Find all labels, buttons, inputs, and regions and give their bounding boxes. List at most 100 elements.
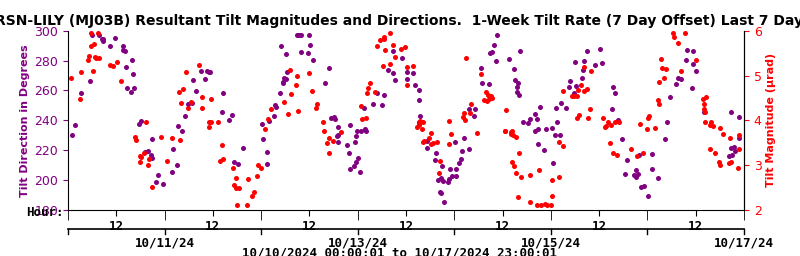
Point <box>261 162 274 166</box>
Point <box>732 166 745 170</box>
Point <box>725 146 738 150</box>
Point <box>138 151 150 155</box>
Point <box>602 120 615 124</box>
Point <box>202 125 215 129</box>
Point <box>630 175 642 179</box>
Point <box>508 78 521 82</box>
Point <box>409 83 422 87</box>
Point <box>362 86 374 90</box>
Point <box>523 173 536 177</box>
Point <box>667 35 680 39</box>
Point <box>349 140 362 144</box>
Point <box>714 126 726 131</box>
Point <box>302 51 314 55</box>
Point <box>598 125 611 129</box>
Point <box>581 116 594 120</box>
Point <box>550 106 562 110</box>
Point <box>658 137 671 141</box>
Point <box>414 114 427 118</box>
Point <box>150 180 163 184</box>
Point <box>157 182 170 186</box>
Point <box>446 174 458 178</box>
Point <box>406 64 419 68</box>
Point <box>410 124 423 129</box>
Point <box>82 54 95 58</box>
Point <box>698 110 711 114</box>
Point <box>398 45 411 49</box>
Point <box>323 135 336 140</box>
Point <box>306 58 319 62</box>
Point <box>483 82 496 86</box>
Point <box>578 65 590 69</box>
Y-axis label: Tilt Direction in Degrees: Tilt Direction in Degrees <box>20 44 30 197</box>
Point <box>698 102 710 106</box>
Point <box>725 110 738 114</box>
Text: 10/13/24: 10/13/24 <box>328 236 388 249</box>
Point <box>69 123 82 127</box>
Point <box>388 78 401 82</box>
Point <box>348 164 361 168</box>
Text: Hour:: Hour: <box>26 206 64 219</box>
Point <box>304 43 317 47</box>
Point <box>378 48 391 52</box>
Point <box>578 59 590 63</box>
Point <box>442 119 455 123</box>
Point <box>552 140 565 144</box>
Text: 10/11/24: 10/11/24 <box>134 236 194 249</box>
Point <box>705 120 718 124</box>
Point <box>584 107 597 111</box>
Point <box>90 56 102 60</box>
Point <box>709 151 722 155</box>
Point <box>294 33 307 37</box>
Point <box>256 137 269 141</box>
Point <box>568 90 581 94</box>
Point <box>329 117 342 121</box>
Point <box>416 126 429 131</box>
Point <box>549 133 562 137</box>
Point <box>294 33 306 37</box>
Point <box>290 83 302 87</box>
Point <box>652 176 665 180</box>
Point <box>613 120 626 124</box>
Point <box>201 69 214 73</box>
Point <box>674 69 687 73</box>
Point <box>687 49 700 54</box>
Point <box>569 60 582 65</box>
Point <box>268 114 281 118</box>
Point <box>291 109 304 113</box>
Point <box>378 37 390 41</box>
Point <box>462 106 475 111</box>
Point <box>675 77 688 81</box>
Point <box>550 120 563 124</box>
Point <box>646 152 658 156</box>
Point <box>485 50 498 54</box>
Point <box>86 33 98 37</box>
Point <box>134 119 147 123</box>
Point <box>491 33 504 37</box>
Point <box>160 159 173 163</box>
Point <box>332 125 345 129</box>
Point <box>652 80 665 84</box>
Point <box>728 149 741 153</box>
Point <box>216 110 229 114</box>
Point <box>237 145 250 150</box>
Point <box>576 76 589 80</box>
Y-axis label: Tilt Magnitude (μrad): Tilt Magnitude (μrad) <box>766 53 776 187</box>
Point <box>605 123 618 127</box>
Point <box>547 161 560 165</box>
Point <box>704 146 717 151</box>
Point <box>637 151 650 155</box>
Point <box>484 94 497 98</box>
Point <box>425 131 438 135</box>
Point <box>322 66 335 70</box>
Point <box>452 161 465 165</box>
Point <box>146 185 158 189</box>
Point <box>606 85 619 89</box>
Point <box>344 123 357 127</box>
Point <box>277 81 290 85</box>
Point <box>652 98 665 102</box>
Point <box>110 60 123 64</box>
Point <box>386 71 399 75</box>
Point <box>262 117 274 121</box>
Point <box>509 135 522 140</box>
